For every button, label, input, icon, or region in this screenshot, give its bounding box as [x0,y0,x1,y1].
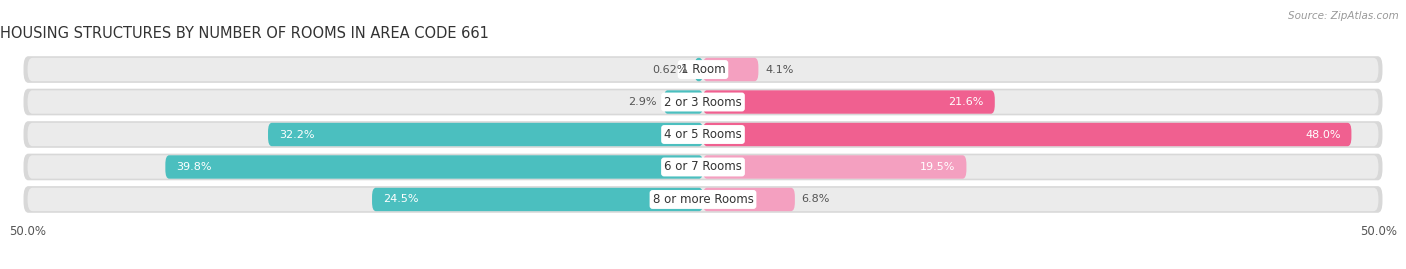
FancyBboxPatch shape [695,58,703,81]
FancyBboxPatch shape [28,155,1378,179]
Text: 2.9%: 2.9% [628,97,657,107]
FancyBboxPatch shape [24,121,1382,148]
FancyBboxPatch shape [166,155,703,179]
Text: 24.5%: 24.5% [382,194,419,204]
Text: 6.8%: 6.8% [801,194,830,204]
FancyBboxPatch shape [28,123,1378,146]
Text: 4 or 5 Rooms: 4 or 5 Rooms [664,128,742,141]
FancyBboxPatch shape [703,188,794,211]
FancyBboxPatch shape [373,188,703,211]
Text: 39.8%: 39.8% [176,162,212,172]
FancyBboxPatch shape [24,89,1382,115]
FancyBboxPatch shape [664,90,703,114]
FancyBboxPatch shape [703,58,758,81]
FancyBboxPatch shape [703,90,995,114]
Text: 8 or more Rooms: 8 or more Rooms [652,193,754,206]
FancyBboxPatch shape [28,188,1378,211]
Text: Source: ZipAtlas.com: Source: ZipAtlas.com [1288,11,1399,21]
Text: 6 or 7 Rooms: 6 or 7 Rooms [664,161,742,174]
Text: HOUSING STRUCTURES BY NUMBER OF ROOMS IN AREA CODE 661: HOUSING STRUCTURES BY NUMBER OF ROOMS IN… [0,26,489,41]
Text: 0.62%: 0.62% [652,65,688,75]
FancyBboxPatch shape [24,186,1382,213]
FancyBboxPatch shape [28,58,1378,81]
FancyBboxPatch shape [24,154,1382,180]
FancyBboxPatch shape [269,123,703,146]
Text: 1 Room: 1 Room [681,63,725,76]
Text: 32.2%: 32.2% [278,129,315,140]
Text: 2 or 3 Rooms: 2 or 3 Rooms [664,95,742,108]
FancyBboxPatch shape [703,155,966,179]
Text: 4.1%: 4.1% [765,65,793,75]
Text: 48.0%: 48.0% [1305,129,1340,140]
FancyBboxPatch shape [703,123,1351,146]
FancyBboxPatch shape [28,90,1378,114]
Text: 19.5%: 19.5% [921,162,956,172]
FancyBboxPatch shape [24,56,1382,83]
Text: 21.6%: 21.6% [949,97,984,107]
